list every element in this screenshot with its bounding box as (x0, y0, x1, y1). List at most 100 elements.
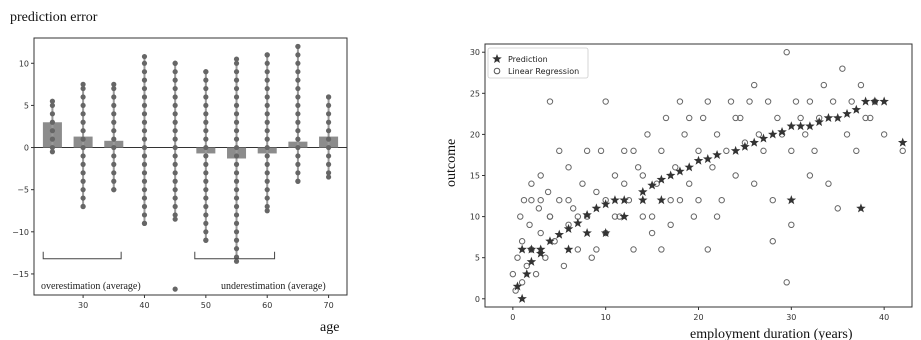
error-point (325, 119, 332, 125)
prediction-point (693, 155, 704, 165)
error-point (141, 111, 148, 117)
error-point (264, 136, 270, 142)
linear-regression-point (788, 221, 795, 229)
error-point (203, 220, 209, 226)
prediction-point (600, 199, 611, 209)
linear-regression-point (560, 262, 568, 270)
error-point (325, 94, 332, 100)
prediction-point (563, 244, 574, 254)
linear-regression-point (597, 147, 605, 155)
outcome-chart: 0 5 10 15 20 25 30 0 10 20 30 40 Prediction Linear… (444, 43, 913, 340)
error-point (111, 94, 117, 100)
linear-regression-point (537, 229, 544, 237)
linear-regression-point (528, 180, 535, 187)
linear-regression-point (686, 180, 693, 187)
prediction-point (512, 281, 523, 291)
error-point (80, 203, 86, 210)
linear-regression-point (653, 180, 660, 187)
linear-regression-point (658, 246, 665, 253)
linear-regression-point (788, 147, 795, 155)
error-point (203, 170, 209, 176)
error-point (80, 170, 86, 176)
linear-regression-point (523, 262, 530, 270)
linear-regression-point (565, 164, 572, 171)
error-point (172, 187, 178, 193)
error-point (80, 161, 86, 167)
error-point (203, 153, 209, 159)
error-point (49, 119, 56, 125)
error-point (264, 77, 270, 83)
prediction-point (777, 126, 787, 136)
y-tick-label: 30 (470, 48, 480, 57)
linear-regression-point (769, 238, 776, 245)
error-point (111, 144, 117, 151)
prediction-point (517, 293, 527, 303)
linear-regression-point (556, 147, 563, 155)
error-point (295, 60, 301, 66)
linear-regression-point (686, 114, 693, 122)
error-point (325, 153, 332, 159)
linear-regression-point (546, 98, 554, 105)
error-point (203, 237, 209, 243)
linear-regression-point (639, 213, 647, 220)
overestimation-bracket (42, 251, 122, 260)
linear-regression-point (695, 147, 702, 155)
linear-regression-point (695, 196, 702, 204)
linear-regression-point (718, 196, 725, 204)
error-point (141, 144, 148, 151)
linear-regression-point (867, 114, 874, 122)
prediction-point (870, 96, 880, 106)
outcome-chart-frame (484, 43, 913, 308)
error-point (80, 94, 86, 100)
error-point (325, 161, 332, 167)
prediction-point (619, 211, 629, 221)
error-point (295, 178, 301, 184)
prediction-point (591, 203, 602, 213)
error-point (203, 119, 209, 125)
y-tick-label: −10 (12, 228, 29, 237)
linear-regression-point (681, 131, 688, 138)
error-point (203, 85, 209, 92)
linear-regression-point (704, 98, 711, 105)
linear-regression-point (648, 229, 656, 237)
prediction-point (554, 229, 565, 239)
linear-regression-point (517, 213, 524, 220)
error-point (80, 195, 86, 201)
error-point (141, 195, 148, 201)
error-point (80, 144, 86, 151)
linear-regression-point (662, 114, 670, 122)
error-point (295, 43, 301, 50)
error-point (295, 102, 301, 109)
error-point (141, 60, 148, 66)
linear-regression-point (542, 254, 549, 261)
error-point (141, 187, 148, 193)
linear-regression-point (621, 147, 628, 155)
error-chart-title: prediction error (10, 10, 98, 25)
y-tick-label: −15 (12, 270, 29, 279)
error-point (111, 128, 117, 134)
linear-regression-point (880, 131, 888, 138)
linear-regression-point (820, 81, 828, 89)
error-point (172, 102, 178, 109)
error-point (172, 77, 178, 83)
error-point (203, 128, 209, 134)
prediction-point (795, 121, 806, 131)
x-tick-label: 70 (323, 301, 333, 310)
linear-regression-point (593, 246, 600, 253)
linear-regression-point (769, 196, 776, 204)
prediction-point (712, 149, 722, 159)
linear-regression-point (862, 114, 869, 122)
error-point (172, 119, 178, 125)
linear-regression-point (709, 164, 716, 171)
error-point (233, 85, 240, 92)
error-point (203, 229, 209, 235)
error-point (172, 195, 178, 201)
linear-regression-point (783, 279, 790, 286)
prediction-point (656, 195, 667, 205)
x-tick-label: 40 (139, 301, 149, 310)
error-point (111, 136, 117, 142)
y-tick-label: 5 (475, 254, 480, 263)
error-point (295, 77, 301, 83)
linear-regression-point (699, 114, 707, 122)
linear-regression-point (532, 270, 540, 278)
